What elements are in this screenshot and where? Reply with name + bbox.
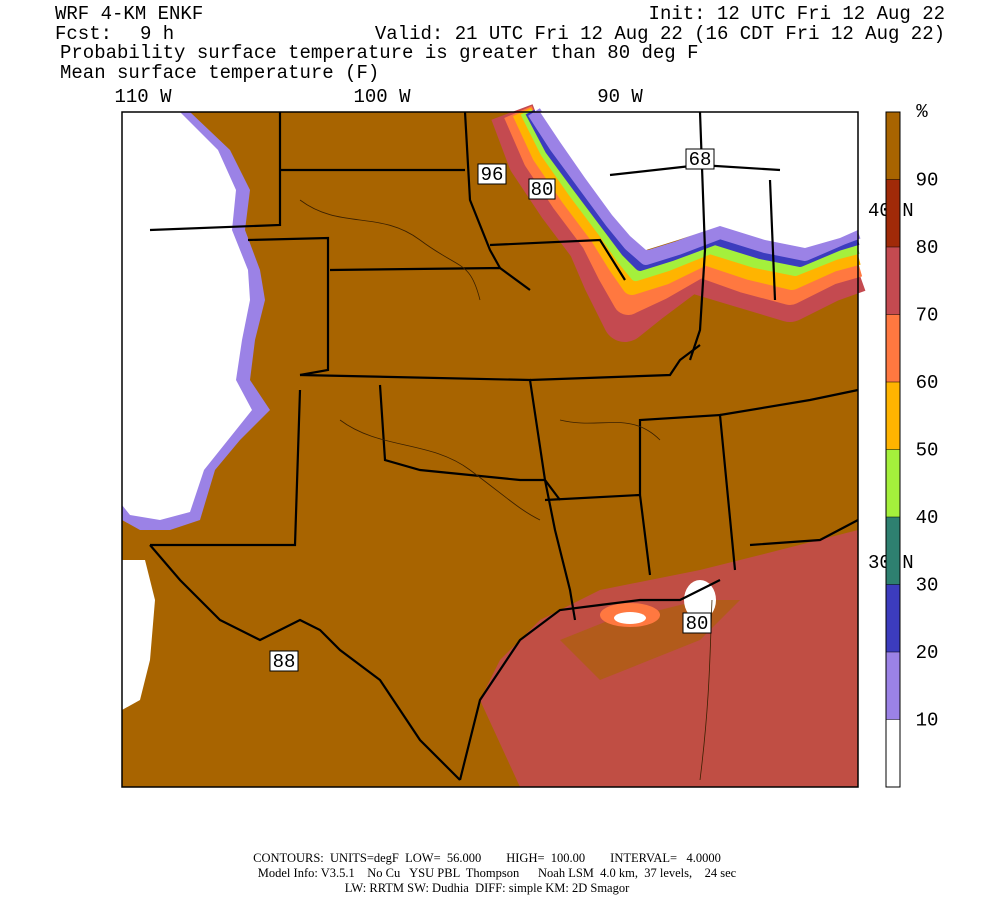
- colorbar-unit: %: [916, 101, 928, 123]
- colorbar-swatch: [886, 449, 900, 517]
- contour-label: 80: [531, 179, 554, 201]
- model-name: WRF 4-KM ENKF: [55, 3, 203, 25]
- colorbar-swatch: [886, 247, 900, 315]
- colorbar-swatch: [886, 584, 900, 652]
- contour-label-boxes: [269, 148, 715, 672]
- map: 96 80 68 88 80: [121, 104, 866, 788]
- cool-region: [614, 612, 646, 624]
- lon-label: 100 W: [353, 86, 411, 108]
- warm-region: [480, 530, 858, 787]
- gradient-band: [491, 104, 866, 342]
- colorbar-label: 30: [916, 575, 939, 597]
- colorbar-label: 60: [916, 372, 939, 394]
- colorbar-swatch: [886, 719, 900, 787]
- cool-region: [122, 112, 252, 520]
- footer-line: LW: RRTM SW: Dudhia DIFF: simple KM: 2D …: [345, 881, 630, 895]
- colorbar-swatch: [886, 652, 900, 720]
- fcst-value: 9 h: [140, 23, 174, 45]
- map-frame: [121, 111, 859, 788]
- colorbar-swatch: [886, 314, 900, 382]
- lon-label: 110 W: [114, 86, 172, 108]
- state-borders: [149, 111, 859, 781]
- contour-label: 88: [273, 651, 296, 673]
- colorbar-label: 80: [916, 237, 939, 259]
- fcst-label: Fcst:: [55, 23, 112, 45]
- contours: [299, 199, 713, 781]
- field-title: Probability surface temperature is great…: [60, 42, 699, 64]
- lon-label: 90 W: [597, 86, 643, 108]
- cool-region: [684, 580, 716, 620]
- footer-line: CONTOURS: UNITS=degF LOW= 56.000 HIGH= 1…: [253, 851, 721, 865]
- valid-time: Valid: 21 UTC Fri 12 Aug 22 (16 CDT Fri …: [375, 23, 945, 45]
- colorbar-swatch: [886, 382, 900, 450]
- colorbar-swatch: [886, 517, 900, 585]
- colorbar-label: 20: [916, 642, 939, 664]
- cool-region: [540, 112, 858, 250]
- colorbar-swatch: [886, 112, 900, 180]
- colorbar-label: 40: [916, 507, 939, 529]
- colorbar-label: 90: [916, 170, 939, 192]
- contour-label: 80: [686, 613, 709, 635]
- init-time: Init: 12 UTC Fri 12 Aug 22: [649, 3, 945, 25]
- cool-region: [122, 560, 155, 710]
- footer-line: Model Info: V3.5.1 No Cu YSU PBL Thompso…: [258, 866, 737, 880]
- field-title: Mean surface temperature (F): [60, 62, 379, 84]
- colorbar-swatch: [886, 179, 900, 247]
- colorbar-label: 10: [916, 710, 939, 732]
- colorbar-label: 70: [916, 305, 939, 327]
- colorbar-label: 50: [916, 440, 939, 462]
- contour-label: 96: [481, 164, 504, 186]
- colorbar: 10 20 30 40 50 60 70 80 90: [885, 111, 939, 788]
- contour-label: 68: [689, 149, 712, 171]
